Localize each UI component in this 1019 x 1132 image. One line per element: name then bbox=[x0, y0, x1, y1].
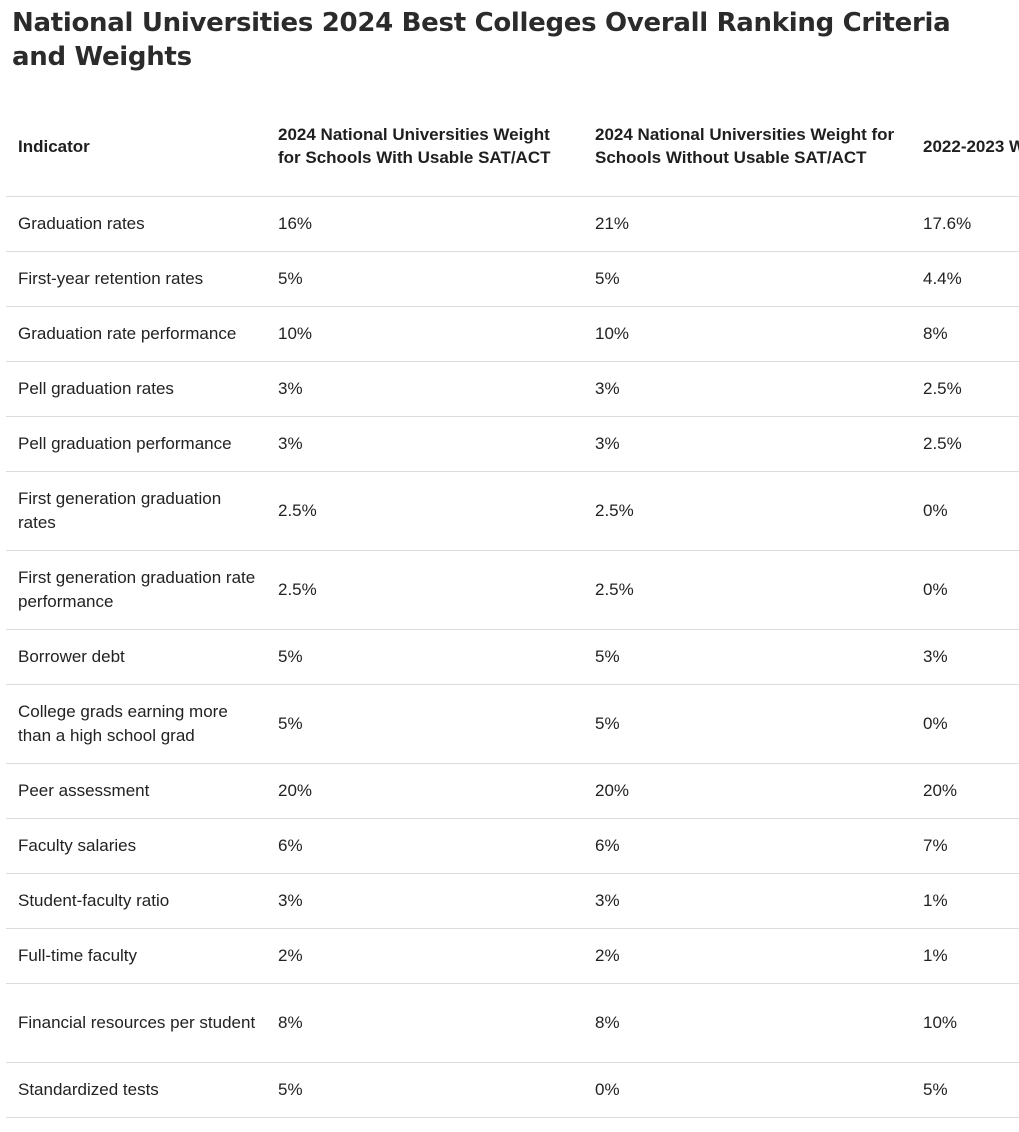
table-row: Full-time faculty 2% 2% 1% bbox=[6, 928, 1019, 984]
weight-with-sat-cell: 5% bbox=[266, 684, 583, 764]
weight-without-sat-cell: 3% bbox=[583, 416, 911, 472]
header-weight-2022-2023: 2022-2023 Weight bbox=[911, 96, 1019, 197]
weight-2022-2023-cell: 17.6% bbox=[911, 196, 1019, 252]
weight-without-sat-cell: 8% bbox=[583, 983, 911, 1063]
weight-2022-2023-cell: 2.5% bbox=[911, 416, 1019, 472]
header-weight-without-sat-act: 2024 National Universities Weight for Sc… bbox=[583, 96, 911, 197]
weight-2022-2023-cell: 8% bbox=[911, 306, 1019, 362]
weight-2022-2023-cell: 3% bbox=[911, 629, 1019, 685]
table-row: Student-faculty ratio 3% 3% 1% bbox=[6, 873, 1019, 929]
weight-with-sat-cell: 5% bbox=[266, 1062, 583, 1118]
weight-with-sat-cell: 2% bbox=[266, 928, 583, 984]
weight-with-sat-cell: 2.5% bbox=[266, 550, 583, 630]
weight-without-sat-cell: 2.5% bbox=[583, 550, 911, 630]
table-row: Graduation rates 16% 21% 17.6% bbox=[6, 196, 1019, 252]
weight-without-sat-cell: 3% bbox=[583, 873, 911, 929]
weight-2022-2023-cell: 20% bbox=[911, 763, 1019, 819]
table-row: Peer assessment 20% 20% 20% bbox=[6, 763, 1019, 819]
table-row: First generation graduation rate perform… bbox=[6, 550, 1019, 630]
indicator-cell: Financial resources per student bbox=[6, 983, 266, 1063]
ranking-criteria-table: Indicator 2024 National Universities Wei… bbox=[6, 96, 1019, 1118]
weight-with-sat-cell: 8% bbox=[266, 983, 583, 1063]
indicator-cell: First-year retention rates bbox=[6, 251, 266, 307]
weight-without-sat-cell: 6% bbox=[583, 818, 911, 874]
page-title: National Universities 2024 Best Colleges… bbox=[12, 8, 951, 72]
indicator-cell: First generation graduation rate perform… bbox=[6, 550, 266, 630]
weight-with-sat-cell: 6% bbox=[266, 818, 583, 874]
indicator-cell: Pell graduation performance bbox=[6, 416, 266, 472]
weight-2022-2023-cell: 0% bbox=[911, 471, 1019, 551]
weight-without-sat-cell: 0% bbox=[583, 1062, 911, 1118]
indicator-cell: Graduation rates bbox=[6, 196, 266, 252]
weight-2022-2023-cell: 1% bbox=[911, 928, 1019, 984]
header-weight-with-sat-act: 2024 National Universities Weight for Sc… bbox=[266, 96, 583, 197]
weight-with-sat-cell: 2.5% bbox=[266, 471, 583, 551]
indicator-cell: Student-faculty ratio bbox=[6, 873, 266, 929]
table-row: Standardized tests 5% 0% 5% bbox=[6, 1062, 1019, 1118]
table-row: Financial resources per student 8% 8% 10… bbox=[6, 983, 1019, 1063]
weight-without-sat-cell: 5% bbox=[583, 629, 911, 685]
weight-2022-2023-cell: 10% bbox=[911, 983, 1019, 1063]
weight-with-sat-cell: 3% bbox=[266, 416, 583, 472]
weight-with-sat-cell: 16% bbox=[266, 196, 583, 252]
weight-without-sat-cell: 10% bbox=[583, 306, 911, 362]
weight-without-sat-cell: 3% bbox=[583, 361, 911, 417]
weight-without-sat-cell: 20% bbox=[583, 763, 911, 819]
weight-2022-2023-cell: 5% bbox=[911, 1062, 1019, 1118]
table-row: Pell graduation performance 3% 3% 2.5% bbox=[6, 416, 1019, 472]
table-row: Borrower debt 5% 5% 3% bbox=[6, 629, 1019, 685]
weight-2022-2023-cell: 0% bbox=[911, 684, 1019, 764]
table-header-row: Indicator 2024 National Universities Wei… bbox=[6, 96, 1019, 197]
weight-without-sat-cell: 5% bbox=[583, 251, 911, 307]
weight-2022-2023-cell: 2.5% bbox=[911, 361, 1019, 417]
weight-with-sat-cell: 3% bbox=[266, 361, 583, 417]
weight-2022-2023-cell: 4.4% bbox=[911, 251, 1019, 307]
weight-with-sat-cell: 5% bbox=[266, 629, 583, 685]
indicator-cell: Pell graduation rates bbox=[6, 361, 266, 417]
table-row: First-year retention rates 5% 5% 4.4% bbox=[6, 251, 1019, 307]
indicator-cell: Peer assessment bbox=[6, 763, 266, 819]
indicator-cell: Full-time faculty bbox=[6, 928, 266, 984]
indicator-cell: Graduation rate performance bbox=[6, 306, 266, 362]
header-indicator: Indicator bbox=[6, 96, 266, 197]
weight-2022-2023-cell: 0% bbox=[911, 550, 1019, 630]
weight-without-sat-cell: 5% bbox=[583, 684, 911, 764]
weight-2022-2023-cell: 7% bbox=[911, 818, 1019, 874]
indicator-cell: Standardized tests bbox=[6, 1062, 266, 1118]
weight-2022-2023-cell: 1% bbox=[911, 873, 1019, 929]
indicator-cell: College grads earning more than a high s… bbox=[6, 684, 266, 764]
weight-with-sat-cell: 3% bbox=[266, 873, 583, 929]
weight-without-sat-cell: 21% bbox=[583, 196, 911, 252]
weight-with-sat-cell: 10% bbox=[266, 306, 583, 362]
weight-with-sat-cell: 20% bbox=[266, 763, 583, 819]
indicator-cell: Borrower debt bbox=[6, 629, 266, 685]
weight-with-sat-cell: 5% bbox=[266, 251, 583, 307]
table-row: Graduation rate performance 10% 10% 8% bbox=[6, 306, 1019, 362]
indicator-cell: First generation graduation rates bbox=[6, 471, 266, 551]
indicator-cell: Faculty salaries bbox=[6, 818, 266, 874]
table-row: First generation graduation rates 2.5% 2… bbox=[6, 471, 1019, 551]
table-row: College grads earning more than a high s… bbox=[6, 684, 1019, 764]
table-row: Pell graduation rates 3% 3% 2.5% bbox=[6, 361, 1019, 417]
weight-without-sat-cell: 2% bbox=[583, 928, 911, 984]
weight-without-sat-cell: 2.5% bbox=[583, 471, 911, 551]
table-row: Faculty salaries 6% 6% 7% bbox=[6, 818, 1019, 874]
